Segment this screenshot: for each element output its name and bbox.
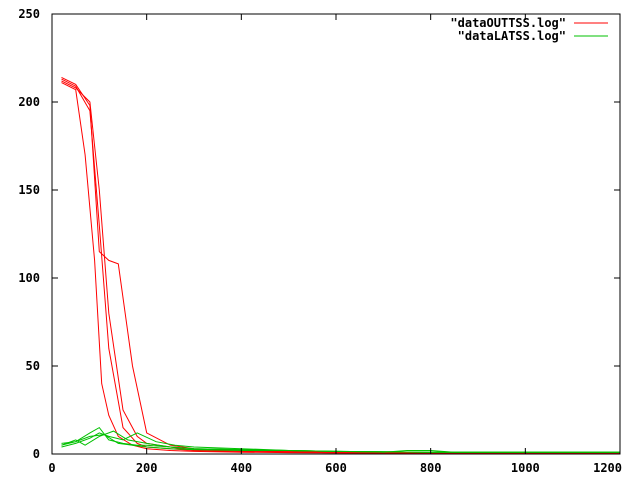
x-tick-label: 600	[325, 461, 347, 475]
x-tick-label: 400	[230, 461, 252, 475]
legend: "dataOUTTSS.log" "dataLATSS.log"	[450, 16, 608, 43]
y-tick-label: 250	[18, 7, 40, 21]
series-layer	[61, 76, 620, 454]
legend-label-outtss: "dataOUTTSS.log"	[450, 16, 566, 30]
y-tick-label: 0	[33, 447, 40, 461]
series-line-7	[61, 434, 620, 453]
legend-label-latss: "dataLATSS.log"	[458, 29, 566, 43]
y-tick-label: 100	[18, 271, 40, 285]
y-tick-label: 50	[26, 359, 40, 373]
ticks-layer: 0 200 400 600 800 1000 1200 0 50 100 150 200 250	[18, 7, 622, 475]
y-tick-label: 200	[18, 95, 40, 109]
y-tick-label: 150	[18, 183, 40, 197]
x-tick-label: 0	[48, 461, 55, 475]
x-tick-label: 1200	[593, 461, 622, 475]
x-tick-label: 800	[420, 461, 442, 475]
x-tick-label: 1000	[511, 461, 540, 475]
x-tick-label: 200	[136, 461, 158, 475]
